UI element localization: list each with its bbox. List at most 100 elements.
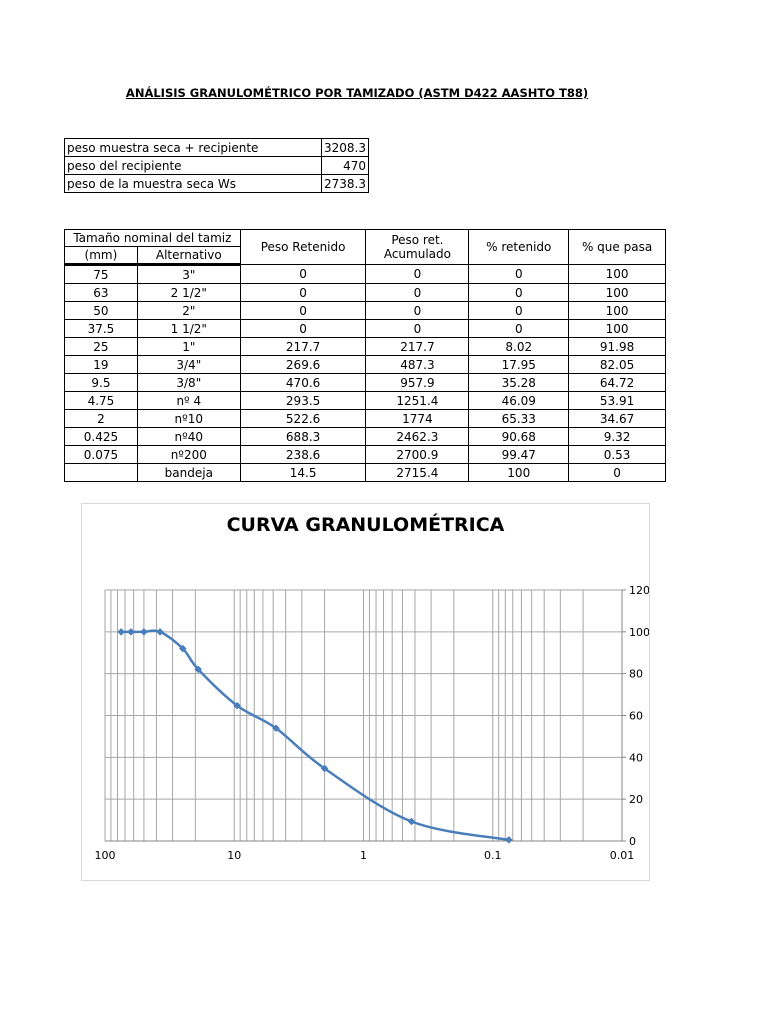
cell-pct-pasa: 100: [568, 264, 666, 284]
cell-peso-acumulado: 0: [365, 319, 470, 338]
cell-peso-retenido: 688.3: [239, 427, 367, 446]
table-row: bandeja 14.5 2715.4 100 0: [64, 463, 666, 482]
y-tick-label: 20: [629, 793, 643, 806]
chart-plot: 0 20 40 60 80 100 120 100 10 1 0.1 0.01: [95, 584, 650, 862]
cell-pct-retenido: 99.47: [468, 445, 570, 464]
chart-title: CURVA GRANULOMÉTRICA: [226, 514, 505, 536]
cell-pct-retenido: 0: [468, 319, 570, 338]
grain-size-chart: CURVA GRANULOMÉTRICA 0 20 40 60 80 100 120 100 1…: [81, 503, 650, 881]
table-row: 19 3/4" 269.6 487.3 17.95 82.05: [64, 355, 666, 374]
cell-pct-pasa: 34.67: [568, 409, 666, 428]
y-tick-label: 120: [629, 584, 649, 597]
weight-label: peso del recipiente: [64, 156, 322, 175]
cell-pct-retenido: 0: [468, 283, 570, 302]
weight-value: 470: [321, 156, 369, 175]
cell-peso-acumulado: 487.3: [365, 355, 470, 374]
cell-alternativo: 1 1/2": [136, 319, 241, 338]
cell-pct-retenido: 65.33: [468, 409, 570, 428]
cell-pct-retenido: 0: [468, 301, 570, 320]
cell-peso-acumulado: 957.9: [365, 373, 470, 392]
x-tick-label: 100: [95, 849, 116, 862]
cell-peso-acumulado: 2715.4: [365, 463, 470, 482]
cell-peso-retenido: 217.7: [239, 337, 367, 356]
y-tick-label: 40: [629, 751, 643, 764]
cell-alternativo: nº 4: [136, 391, 241, 410]
weight-value: 2738.3: [321, 174, 369, 193]
cell-alternativo: bandeja: [136, 463, 241, 482]
cell-pct-pasa: 0.53: [568, 445, 666, 464]
cell-pct-pasa: 100: [568, 301, 666, 320]
document-title: ANÁLISIS GRANULOMÉTRICO POR TAMIZADO (AS…: [125, 86, 589, 100]
x-tick-label: 0.01: [610, 849, 635, 862]
header-mm: (mm): [64, 246, 138, 266]
cell-alternativo: nº40: [136, 427, 241, 446]
cell-pct-pasa: 100: [568, 283, 666, 302]
x-tick-label: 10: [227, 849, 241, 862]
cell-peso-retenido: 0: [239, 301, 367, 320]
weight-label: peso muestra seca + recipiente: [64, 138, 322, 157]
data-point: [140, 628, 148, 636]
cell-alternativo: 3/8": [136, 373, 241, 392]
cell-alternativo: 3/4": [136, 355, 241, 374]
table-row: peso de la muestra seca Ws 2738.3: [64, 174, 369, 193]
cell-peso-retenido: 0: [239, 319, 367, 338]
x-tick-label: 0.1: [484, 849, 502, 862]
header-pct-retenido: % retenido: [468, 229, 570, 265]
cell-mm: [64, 463, 138, 482]
data-point: [127, 628, 135, 636]
y-tick-label: 80: [629, 668, 643, 681]
table-row: 9.5 3/8" 470.6 957.9 35.28 64.72: [64, 373, 666, 392]
cell-mm: 0.425: [64, 427, 138, 446]
data-point: [407, 817, 416, 826]
cell-peso-retenido: 238.6: [239, 445, 367, 464]
cell-peso-acumulado: 1774: [365, 409, 470, 428]
cell-pct-pasa: 82.05: [568, 355, 666, 374]
y-tick-label: 60: [629, 710, 643, 723]
table-row: 50 2" 0 0 0 100: [64, 301, 666, 320]
cell-peso-acumulado: 0: [365, 301, 470, 320]
weight-value: 3208.3: [321, 138, 369, 157]
table-row: 0.425 nº40 688.3 2462.3 90.68 9.32: [64, 427, 666, 446]
cell-pct-pasa: 100: [568, 319, 666, 338]
cell-pct-retenido: 8.02: [468, 337, 570, 356]
cell-pct-retenido: 100: [468, 463, 570, 482]
cell-mm: 4.75: [64, 391, 138, 410]
cell-pct-pasa: 9.32: [568, 427, 666, 446]
cell-peso-retenido: 14.5: [239, 463, 367, 482]
cell-peso-retenido: 470.6: [239, 373, 367, 392]
header-peso-acumulado: Peso ret. Acumulado: [365, 229, 470, 265]
sample-weights-table: peso muestra seca + recipiente 3208.3 pe…: [64, 138, 369, 193]
cell-peso-acumulado: 2462.3: [365, 427, 470, 446]
cell-mm: 0.075: [64, 445, 138, 464]
cell-pct-pasa: 53.91: [568, 391, 666, 410]
cell-alternativo: 2 1/2": [136, 283, 241, 302]
y-tick-label: 100: [629, 626, 649, 639]
table-row: 4.75 nº 4 293.5 1251.4 46.09 53.91: [64, 391, 666, 410]
data-point: [194, 665, 202, 674]
data-point: [320, 764, 329, 773]
table-row: 75 3" 0 0 0 100: [64, 264, 666, 284]
cell-alternativo: nº10: [136, 409, 241, 428]
table-row: peso del recipiente 470: [64, 156, 369, 175]
table-row: 2 nº10 522.6 1774 65.33 34.67: [64, 409, 666, 428]
data-point: [156, 628, 164, 636]
cell-peso-retenido: 293.5: [239, 391, 367, 410]
cell-pct-retenido: 35.28: [468, 373, 570, 392]
header-peso-retenido: Peso Retenido: [239, 229, 367, 265]
table-row: 25 1" 217.7 217.7 8.02 91.98: [64, 337, 666, 356]
cell-pct-pasa: 91.98: [568, 337, 666, 356]
cell-peso-acumulado: 0: [365, 264, 470, 284]
cell-pct-retenido: 46.09: [468, 391, 570, 410]
cell-peso-acumulado: 217.7: [365, 337, 470, 356]
cell-mm: 2: [64, 409, 138, 428]
cell-pct-retenido: 0: [468, 264, 570, 284]
cell-mm: 75: [64, 264, 138, 284]
cell-pct-retenido: 17.95: [468, 355, 570, 374]
header-tamano: Tamaño nominal del tamiz: [64, 229, 241, 247]
data-point: [179, 644, 187, 653]
cell-peso-acumulado: 2700.9: [365, 445, 470, 464]
cell-alternativo: 1": [136, 337, 241, 356]
header-pct-pasa: % que pasa: [568, 229, 666, 265]
header-alternativo: Alternativo: [136, 246, 241, 266]
cell-mm: 25: [64, 337, 138, 356]
